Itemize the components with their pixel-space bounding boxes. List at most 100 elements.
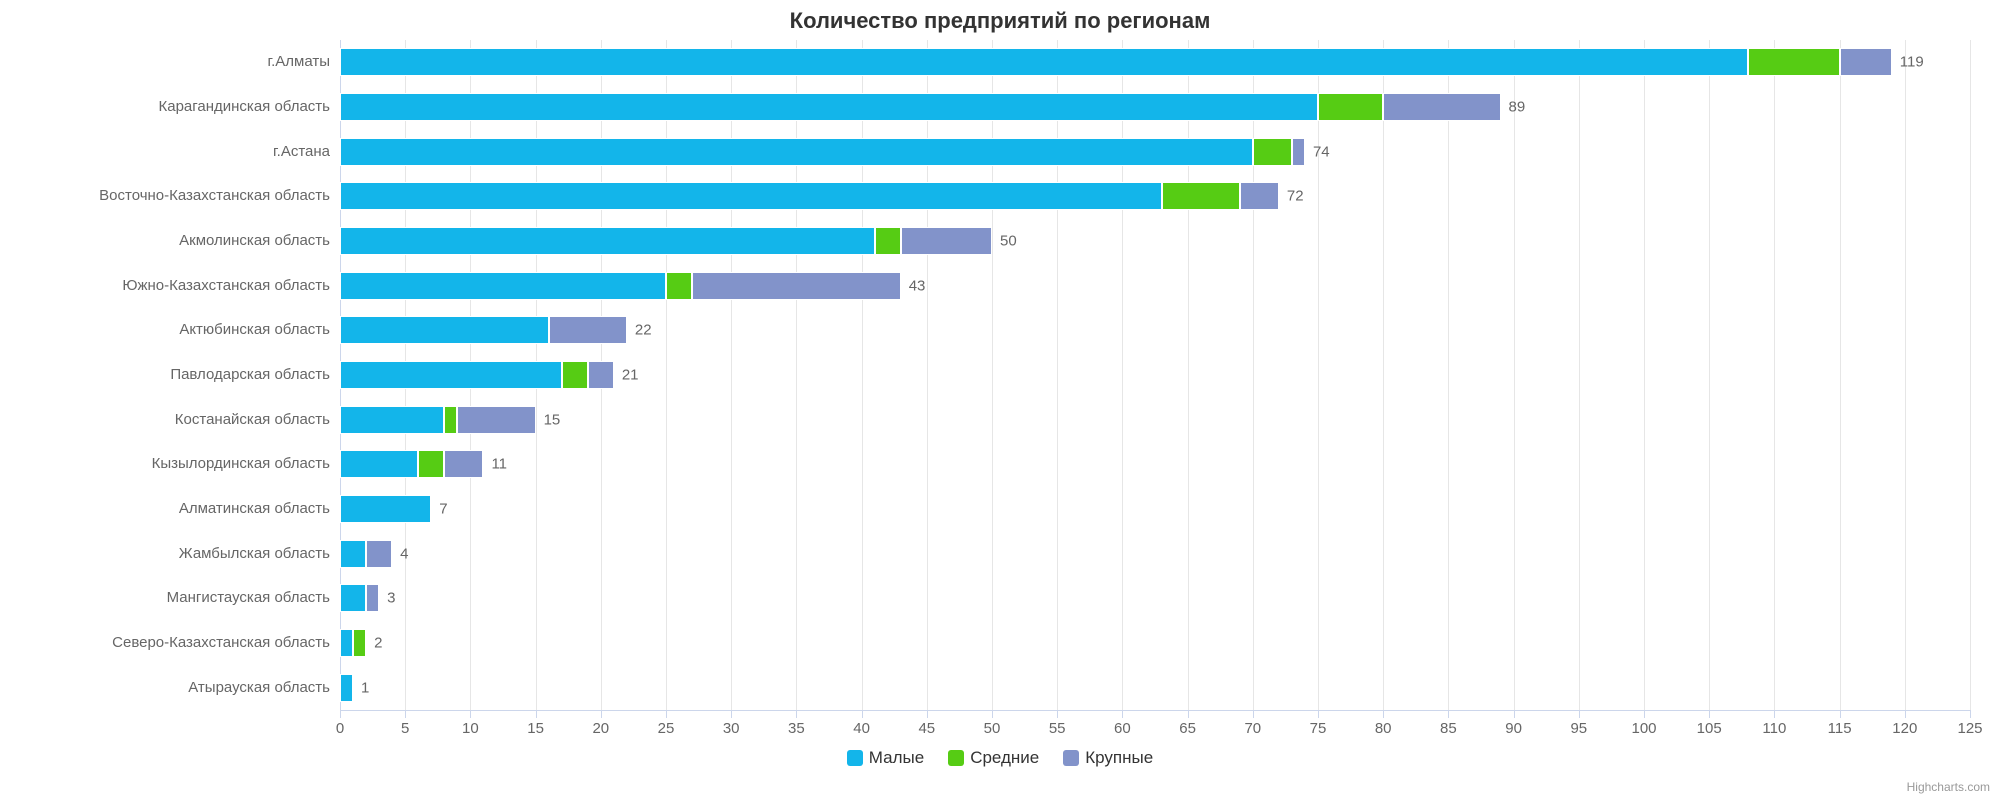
bar-total-label: 1	[361, 679, 369, 696]
bar-segment[interactable]	[340, 272, 666, 300]
x-tick	[340, 710, 341, 718]
bar-row	[340, 495, 1970, 523]
bar-total-label: 4	[400, 545, 408, 562]
bar-total-label: 15	[544, 411, 561, 428]
bar-segment[interactable]	[1840, 48, 1892, 76]
x-tick	[666, 710, 667, 718]
bar-segment[interactable]	[340, 48, 1748, 76]
bar-segment[interactable]	[340, 406, 444, 434]
bar-segment[interactable]	[562, 361, 588, 389]
bar-segment[interactable]	[340, 584, 366, 612]
x-tick	[1579, 710, 1580, 718]
bar-segment[interactable]	[875, 227, 901, 255]
x-tick-label: 45	[918, 720, 935, 737]
legend-label: Малые	[869, 748, 924, 768]
y-tick-label: Восточно-Казахстанская область	[99, 187, 330, 204]
bar-segment[interactable]	[1383, 93, 1500, 121]
legend-swatch	[847, 750, 863, 766]
bar-segment[interactable]	[901, 227, 992, 255]
legend-item[interactable]: Малые	[847, 748, 924, 768]
bar-segment[interactable]	[418, 450, 444, 478]
x-tick	[1383, 710, 1384, 718]
x-tick-label: 80	[1375, 720, 1392, 737]
x-tick	[927, 710, 928, 718]
bar-segment[interactable]	[1162, 182, 1240, 210]
bar-total-label: 2	[374, 635, 382, 652]
bar-total-label: 89	[1509, 99, 1526, 116]
bar-total-label: 21	[622, 367, 639, 384]
x-tick	[1253, 710, 1254, 718]
x-tick	[1188, 710, 1189, 718]
bar-segment[interactable]	[353, 629, 366, 657]
bar-segment[interactable]	[340, 227, 875, 255]
x-tick	[1644, 710, 1645, 718]
x-tick	[731, 710, 732, 718]
legend-swatch	[948, 750, 964, 766]
bar-total-label: 11	[491, 456, 507, 473]
bar-segment[interactable]	[340, 182, 1162, 210]
bar-segment[interactable]	[444, 450, 483, 478]
legend-label: Крупные	[1085, 748, 1153, 768]
bar-segment[interactable]	[666, 272, 692, 300]
x-tick-label: 105	[1697, 720, 1722, 737]
bar-segment[interactable]	[340, 629, 353, 657]
bar-segment[interactable]	[692, 272, 901, 300]
x-tick-label: 0	[336, 720, 344, 737]
bar-segment[interactable]	[340, 316, 549, 344]
credits-link[interactable]: Highcharts.com	[1907, 780, 1990, 794]
bar-row	[340, 629, 1970, 657]
bar-segment[interactable]	[588, 361, 614, 389]
bar-segment[interactable]	[1253, 138, 1292, 166]
bar-segment[interactable]	[1240, 182, 1279, 210]
bar-segment[interactable]	[1748, 48, 1839, 76]
x-tick	[1774, 710, 1775, 718]
bar-row	[340, 272, 1970, 300]
bar-segment[interactable]	[340, 93, 1318, 121]
bar-total-label: 22	[635, 322, 652, 339]
x-tick-label: 110	[1762, 720, 1786, 737]
bar-segment[interactable]	[549, 316, 627, 344]
bar-segment[interactable]	[1292, 138, 1305, 166]
y-tick-label: Павлодарская область	[170, 366, 330, 383]
x-tick-label: 120	[1892, 720, 1917, 737]
x-tick-label: 25	[658, 720, 675, 737]
y-tick-label: г.Астана	[273, 143, 330, 160]
bar-row	[340, 227, 1970, 255]
x-tick	[1709, 710, 1710, 718]
x-tick-label: 30	[723, 720, 740, 737]
y-tick-label: Жамбылская область	[179, 545, 330, 562]
bar-segment[interactable]	[340, 674, 353, 702]
bar-total-label: 74	[1313, 143, 1330, 160]
legend-item[interactable]: Крупные	[1063, 748, 1153, 768]
bar-segment[interactable]	[340, 361, 562, 389]
bar-segment[interactable]	[1318, 93, 1383, 121]
x-tick-label: 70	[1244, 720, 1261, 737]
bar-segment[interactable]	[340, 495, 431, 523]
y-tick-label: Южно-Казахстанская область	[122, 277, 330, 294]
x-tick-label: 10	[462, 720, 479, 737]
bar-segment[interactable]	[340, 138, 1253, 166]
legend-item[interactable]: Средние	[948, 748, 1039, 768]
bar-segment[interactable]	[340, 450, 418, 478]
y-tick-label: Актюбинская область	[179, 321, 330, 338]
bar-total-label: 119	[1900, 54, 1924, 71]
x-tick	[1970, 710, 1971, 718]
x-tick-label: 115	[1828, 720, 1852, 737]
x-tick-label: 100	[1631, 720, 1656, 737]
bar-total-label: 50	[1000, 233, 1017, 250]
bar-row	[340, 450, 1970, 478]
legend-swatch	[1063, 750, 1079, 766]
bar-segment[interactable]	[340, 540, 366, 568]
x-tick-label: 5	[401, 720, 409, 737]
bar-row	[340, 93, 1970, 121]
bar-segment[interactable]	[366, 540, 392, 568]
bar-row	[340, 406, 1970, 434]
x-tick	[1448, 710, 1449, 718]
y-tick-label: Атырауская область	[188, 679, 330, 696]
bar-segment[interactable]	[444, 406, 457, 434]
chart-title: Количество предприятий по регионам	[0, 0, 2000, 34]
bar-segment[interactable]	[366, 584, 379, 612]
x-tick	[1122, 710, 1123, 718]
bar-total-label: 3	[387, 590, 395, 607]
bar-segment[interactable]	[457, 406, 535, 434]
